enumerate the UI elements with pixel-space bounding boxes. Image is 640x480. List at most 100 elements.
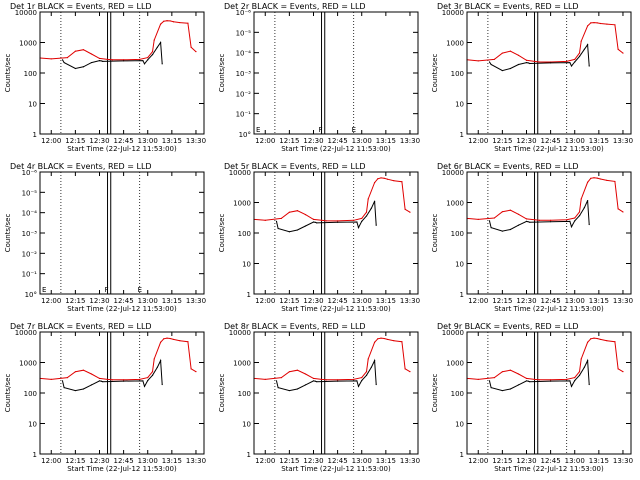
series-point xyxy=(380,177,382,179)
series-point xyxy=(367,358,369,360)
series-point xyxy=(66,56,68,59)
series-point xyxy=(583,366,585,368)
series-point xyxy=(361,220,363,223)
series-point xyxy=(525,59,528,61)
y-tick-label: 10⁻⁴ xyxy=(22,210,38,218)
series-point xyxy=(586,181,589,183)
series-line-events xyxy=(276,358,377,392)
series-point xyxy=(375,383,377,386)
series-point xyxy=(580,358,582,360)
x-tick-label: 12:15 xyxy=(492,457,512,465)
x-tick-label: 12:30 xyxy=(303,137,323,145)
series-point xyxy=(525,220,528,223)
series-point xyxy=(169,337,171,340)
series-point xyxy=(353,378,355,380)
series-point xyxy=(288,371,290,373)
y-tick-label: 1000 xyxy=(19,40,37,48)
series-point xyxy=(98,60,101,62)
y-axis-label: Counts/sec xyxy=(4,374,12,413)
series-point xyxy=(578,374,581,376)
y-tick-label: 1000 xyxy=(233,360,251,368)
x-tick-label: 12:00 xyxy=(255,297,275,305)
series-point xyxy=(98,377,101,380)
series-point xyxy=(312,218,315,220)
series-point xyxy=(63,61,65,64)
series-point xyxy=(151,54,154,56)
series-point xyxy=(187,341,189,343)
series-point xyxy=(578,52,581,54)
y-tick-label: 10000 xyxy=(442,9,464,17)
series-point xyxy=(370,207,372,209)
x-tick-label: 13:30 xyxy=(400,297,420,305)
y-tick-label: 1000 xyxy=(446,200,464,208)
series-point xyxy=(477,378,479,380)
series-point xyxy=(106,378,109,380)
series-point xyxy=(525,380,528,382)
series-point xyxy=(74,67,76,70)
series-point xyxy=(365,215,368,217)
segment-label: F xyxy=(105,286,109,294)
series-point xyxy=(90,53,93,55)
series-point xyxy=(147,380,149,382)
series-point xyxy=(488,380,491,382)
series-point xyxy=(574,58,576,60)
series-point xyxy=(586,25,589,27)
x-tick-label: 13:30 xyxy=(400,137,420,145)
series-point xyxy=(172,338,175,341)
y-tick-label: 100 xyxy=(451,230,464,238)
x-tick-label: 13:15 xyxy=(376,297,396,305)
series-point xyxy=(529,62,531,65)
panel-title: Det 9r BLACK = Events, RED = LLD xyxy=(437,322,579,331)
series-point xyxy=(98,57,101,60)
series-point xyxy=(277,387,279,389)
x-tick-label: 13:15 xyxy=(376,137,396,145)
x-axis-label: Start Time (22-Jul-12 11:53:00) xyxy=(281,465,391,473)
series-point xyxy=(102,381,104,383)
series-point xyxy=(550,380,552,382)
series-point xyxy=(593,21,595,24)
series-point xyxy=(288,231,290,233)
series-point xyxy=(550,62,552,64)
y-tick-label: 1000 xyxy=(19,360,37,368)
series-point xyxy=(98,380,101,382)
series-point xyxy=(139,58,141,60)
segment-label: E xyxy=(42,286,46,294)
y-tick-label: 10000 xyxy=(442,169,464,177)
series-point xyxy=(393,340,395,342)
series-point xyxy=(574,376,576,379)
series-line-events xyxy=(489,200,590,232)
series-point xyxy=(361,376,363,379)
series-point xyxy=(525,218,528,220)
series-point xyxy=(312,377,315,380)
series-point xyxy=(190,368,192,370)
series-line-events xyxy=(489,43,590,72)
series-point xyxy=(159,341,162,343)
series-point xyxy=(586,200,589,202)
series-point xyxy=(187,22,189,24)
series-point xyxy=(590,22,592,24)
y-tick-label: 10⁻⁶ xyxy=(22,169,38,177)
series-point xyxy=(153,39,155,41)
series-point xyxy=(570,65,573,67)
series-point xyxy=(622,52,624,54)
series-point xyxy=(490,387,492,389)
series-point xyxy=(296,369,299,371)
series-point xyxy=(353,219,355,221)
series-point xyxy=(525,61,528,64)
series-point xyxy=(617,208,619,210)
series-point xyxy=(550,61,552,63)
x-tick-label: 12:15 xyxy=(279,137,299,145)
x-tick-label: 13:00 xyxy=(138,297,158,305)
x-tick-label: 12:15 xyxy=(492,137,512,145)
x-axis-label: Start Time (22-Jul-12 11:53:00) xyxy=(281,145,391,153)
series-point xyxy=(370,366,372,368)
series-point xyxy=(159,360,162,362)
series-point xyxy=(599,22,602,25)
series-point xyxy=(574,220,576,222)
series-point xyxy=(566,60,568,63)
y-tick-label: 1 xyxy=(33,131,37,139)
panel-det-2: Det 2r BLACK = Events, RED = LLD E F E 12:00… xyxy=(218,2,420,153)
x-tick-label: 13:00 xyxy=(352,137,372,145)
series-point xyxy=(578,215,581,217)
series-point xyxy=(153,358,155,360)
